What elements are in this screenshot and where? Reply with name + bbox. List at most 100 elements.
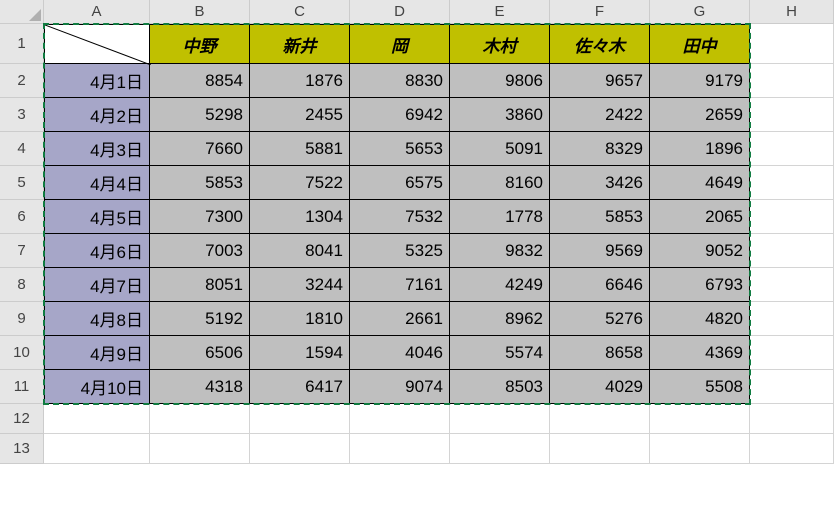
row-header-3[interactable]: 3: [0, 98, 44, 132]
cell-B11[interactable]: 4318: [150, 370, 250, 404]
cell-B13[interactable]: [150, 434, 250, 464]
row-header-4[interactable]: 4: [0, 132, 44, 166]
cell-E6[interactable]: 1778: [450, 200, 550, 234]
cell-E5[interactable]: 8160: [450, 166, 550, 200]
cell-D10[interactable]: 4046: [350, 336, 450, 370]
cell-H10[interactable]: [750, 336, 834, 370]
cell-C10[interactable]: 1594: [250, 336, 350, 370]
cell-B10[interactable]: 6506: [150, 336, 250, 370]
cell-G11[interactable]: 5508: [650, 370, 750, 404]
cell-B3[interactable]: 5298: [150, 98, 250, 132]
cell-C12[interactable]: [250, 404, 350, 434]
cell-A11[interactable]: 4月10日: [44, 370, 150, 404]
cell-B12[interactable]: [150, 404, 250, 434]
cell-A10[interactable]: 4月9日: [44, 336, 150, 370]
cell-C11[interactable]: 6417: [250, 370, 350, 404]
cell-G5[interactable]: 4649: [650, 166, 750, 200]
row-header-1[interactable]: 1: [0, 24, 44, 64]
row-header-11[interactable]: 11: [0, 370, 44, 404]
cell-F13[interactable]: [550, 434, 650, 464]
cell-H6[interactable]: [750, 200, 834, 234]
cell-H2[interactable]: [750, 64, 834, 98]
cell-A13[interactable]: [44, 434, 150, 464]
cell-D12[interactable]: [350, 404, 450, 434]
cell-G8[interactable]: 6793: [650, 268, 750, 302]
cell-F5[interactable]: 3426: [550, 166, 650, 200]
cell-H12[interactable]: [750, 404, 834, 434]
cell-D9[interactable]: 2661: [350, 302, 450, 336]
cell-C7[interactable]: 8041: [250, 234, 350, 268]
cell-D5[interactable]: 6575: [350, 166, 450, 200]
cell-D1[interactable]: 岡: [350, 24, 450, 64]
cell-F11[interactable]: 4029: [550, 370, 650, 404]
cell-A2[interactable]: 4月1日: [44, 64, 150, 98]
col-header-D[interactable]: D: [350, 0, 450, 24]
cell-F12[interactable]: [550, 404, 650, 434]
row-header-9[interactable]: 9: [0, 302, 44, 336]
cell-B4[interactable]: 7660: [150, 132, 250, 166]
cell-H9[interactable]: [750, 302, 834, 336]
cell-F7[interactable]: 9569: [550, 234, 650, 268]
cell-D7[interactable]: 5325: [350, 234, 450, 268]
cell-C9[interactable]: 1810: [250, 302, 350, 336]
cell-F6[interactable]: 5853: [550, 200, 650, 234]
cell-E2[interactable]: 9806: [450, 64, 550, 98]
cell-H4[interactable]: [750, 132, 834, 166]
cell-C1[interactable]: 新井: [250, 24, 350, 64]
cell-B7[interactable]: 7003: [150, 234, 250, 268]
cell-A4[interactable]: 4月3日: [44, 132, 150, 166]
col-header-A[interactable]: A: [44, 0, 150, 24]
cell-F8[interactable]: 6646: [550, 268, 650, 302]
cell-C13[interactable]: [250, 434, 350, 464]
cell-D4[interactable]: 5653: [350, 132, 450, 166]
row-header-2[interactable]: 2: [0, 64, 44, 98]
cell-D13[interactable]: [350, 434, 450, 464]
cell-G9[interactable]: 4820: [650, 302, 750, 336]
cell-G7[interactable]: 9052: [650, 234, 750, 268]
cell-E9[interactable]: 8962: [450, 302, 550, 336]
cell-D6[interactable]: 7532: [350, 200, 450, 234]
cell-E1[interactable]: 木村: [450, 24, 550, 64]
cell-C2[interactable]: 1876: [250, 64, 350, 98]
cell-G2[interactable]: 9179: [650, 64, 750, 98]
cell-F10[interactable]: 8658: [550, 336, 650, 370]
cell-B8[interactable]: 8051: [150, 268, 250, 302]
cell-F9[interactable]: 5276: [550, 302, 650, 336]
cell-C5[interactable]: 7522: [250, 166, 350, 200]
cell-E12[interactable]: [450, 404, 550, 434]
cell-D8[interactable]: 7161: [350, 268, 450, 302]
cell-C8[interactable]: 3244: [250, 268, 350, 302]
cell-G10[interactable]: 4369: [650, 336, 750, 370]
row-header-13[interactable]: 13: [0, 434, 44, 464]
row-header-10[interactable]: 10: [0, 336, 44, 370]
cell-F2[interactable]: 9657: [550, 64, 650, 98]
cell-A6[interactable]: 4月5日: [44, 200, 150, 234]
cell-A7[interactable]: 4月6日: [44, 234, 150, 268]
cell-A5[interactable]: 4月4日: [44, 166, 150, 200]
cell-C4[interactable]: 5881: [250, 132, 350, 166]
cell-A3[interactable]: 4月2日: [44, 98, 150, 132]
cell-A8[interactable]: 4月7日: [44, 268, 150, 302]
cell-G12[interactable]: [650, 404, 750, 434]
cell-B6[interactable]: 7300: [150, 200, 250, 234]
row-header-6[interactable]: 6: [0, 200, 44, 234]
cell-G6[interactable]: 2065: [650, 200, 750, 234]
cell-D11[interactable]: 9074: [350, 370, 450, 404]
cell-H1[interactable]: [750, 24, 834, 64]
cell-E7[interactable]: 9832: [450, 234, 550, 268]
cell-E8[interactable]: 4249: [450, 268, 550, 302]
cell-F3[interactable]: 2422: [550, 98, 650, 132]
cell-B2[interactable]: 8854: [150, 64, 250, 98]
cell-B9[interactable]: 5192: [150, 302, 250, 336]
cell-D2[interactable]: 8830: [350, 64, 450, 98]
cell-H5[interactable]: [750, 166, 834, 200]
cell-E4[interactable]: 5091: [450, 132, 550, 166]
col-header-F[interactable]: F: [550, 0, 650, 24]
cell-D3[interactable]: 6942: [350, 98, 450, 132]
cell-H8[interactable]: [750, 268, 834, 302]
cell-E10[interactable]: 5574: [450, 336, 550, 370]
col-header-C[interactable]: C: [250, 0, 350, 24]
select-all-corner[interactable]: [0, 0, 44, 24]
col-header-G[interactable]: G: [650, 0, 750, 24]
cell-F1[interactable]: 佐々木: [550, 24, 650, 64]
